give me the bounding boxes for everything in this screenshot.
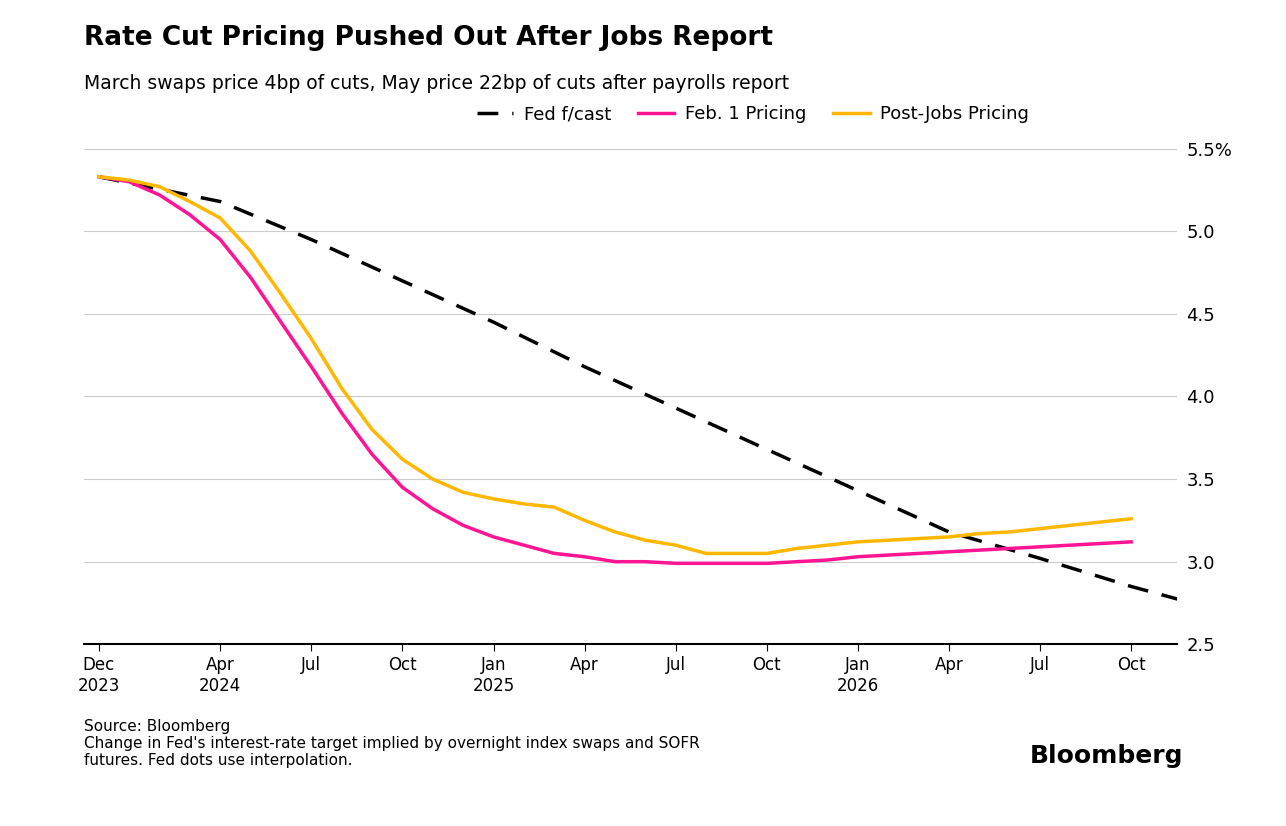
Legend: Fed f/cast, Feb. 1 Pricing, Post-Jobs Pricing: Fed f/cast, Feb. 1 Pricing, Post-Jobs Pr… [469, 98, 1037, 131]
Text: Bloomberg: Bloomberg [1030, 744, 1183, 768]
Text: Source: Bloomberg
Change in Fed's interest-rate target implied by overnight inde: Source: Bloomberg Change in Fed's intere… [84, 719, 700, 768]
Text: March swaps price 4bp of cuts, May price 22bp of cuts after payrolls report: March swaps price 4bp of cuts, May price… [84, 74, 788, 93]
Text: Rate Cut Pricing Pushed Out After Jobs Report: Rate Cut Pricing Pushed Out After Jobs R… [84, 25, 773, 50]
